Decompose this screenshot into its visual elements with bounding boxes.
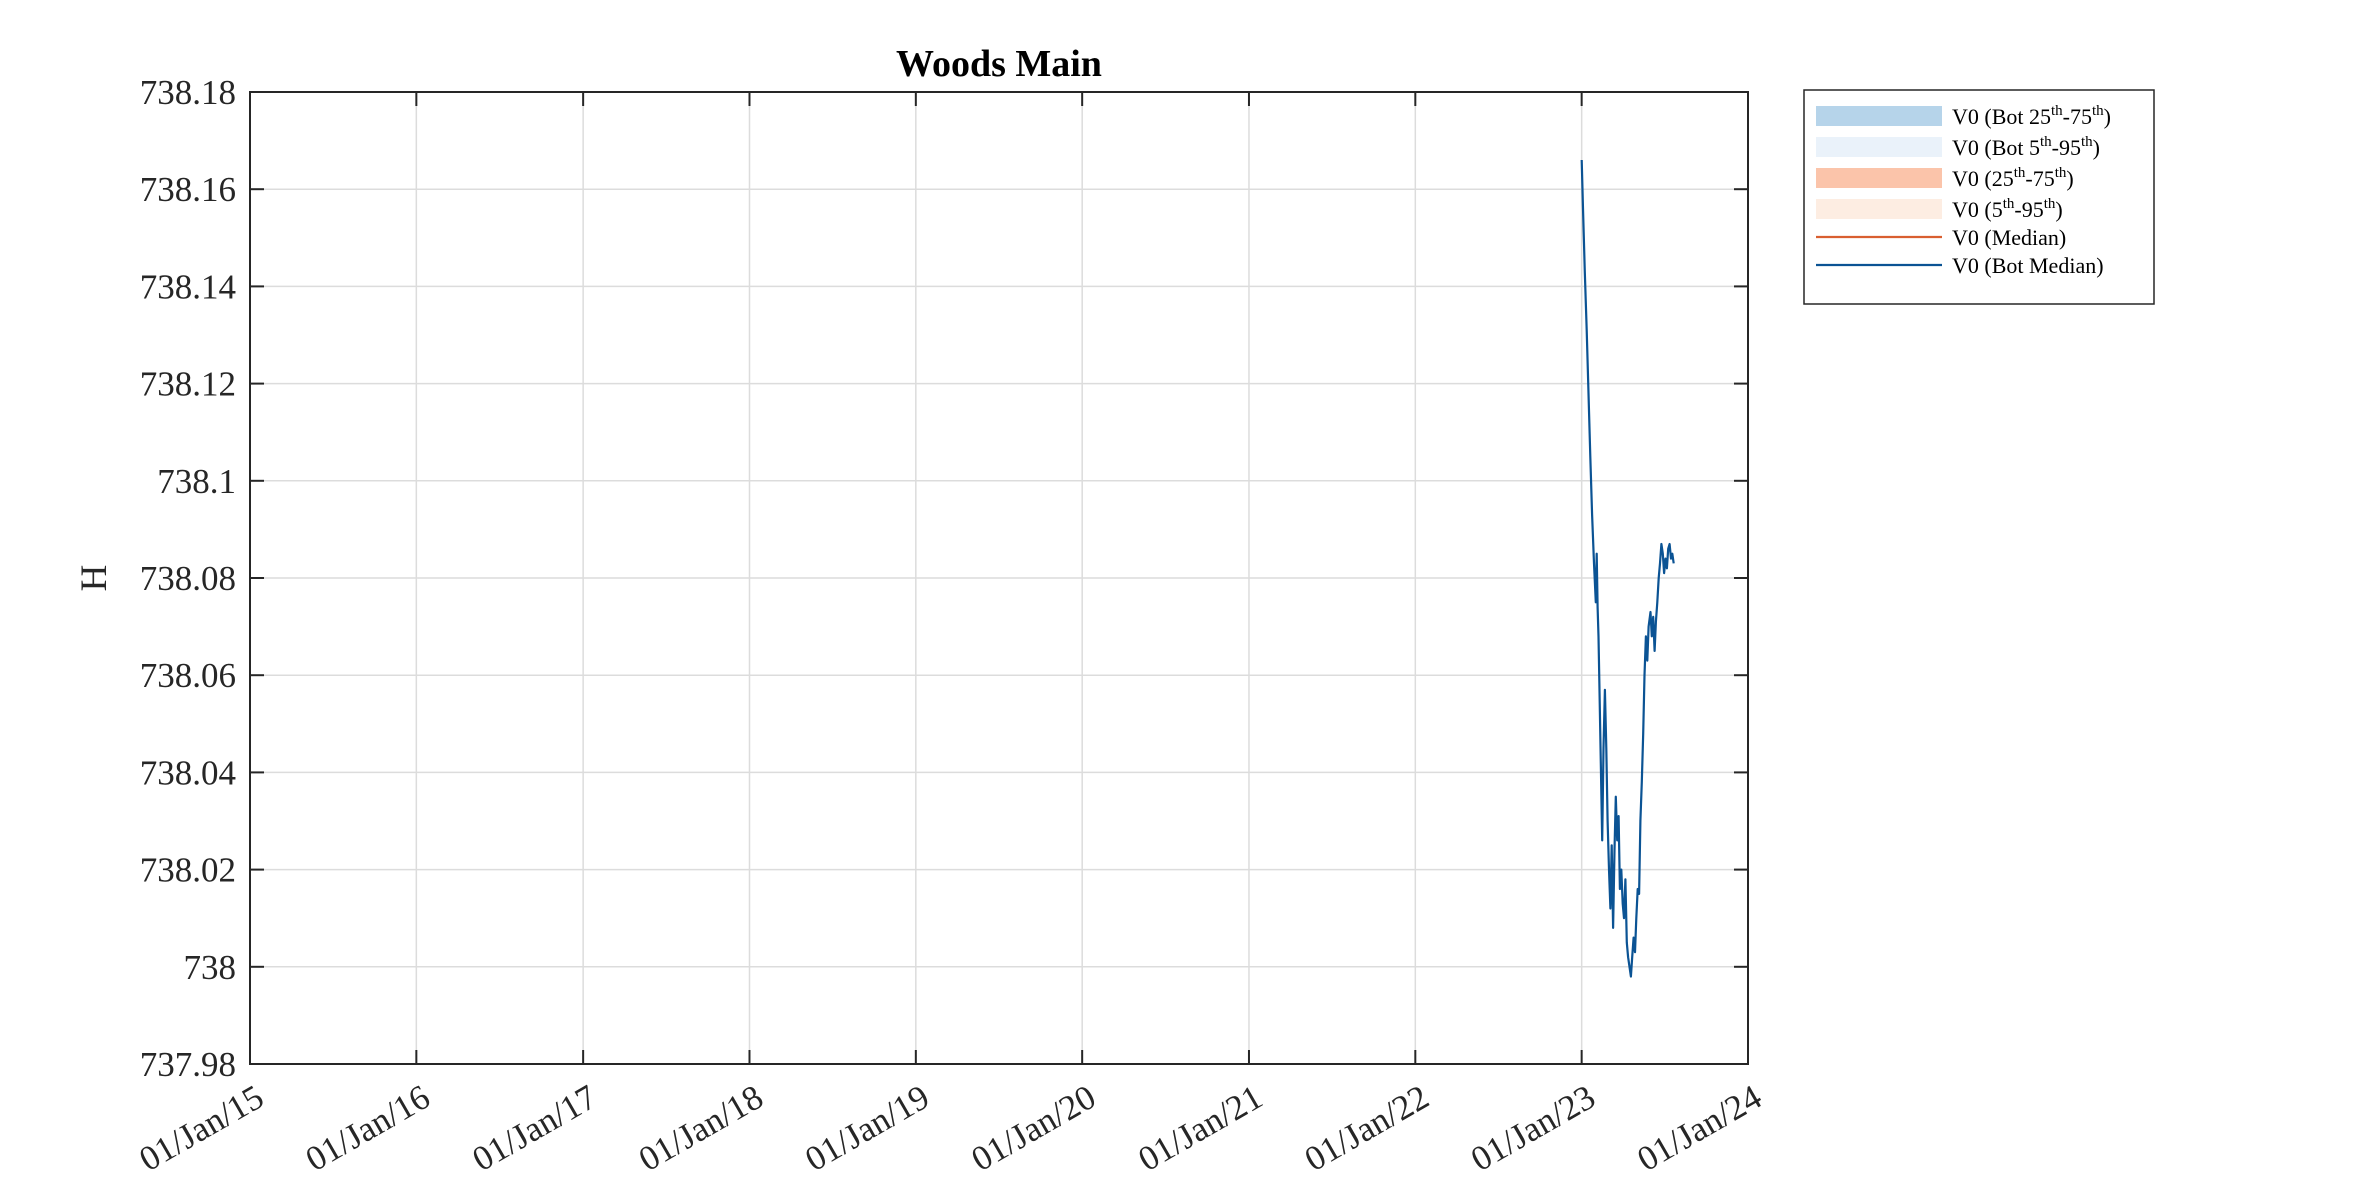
legend-item-0[interactable]: V0 (Bot 25th-75th) [1816,103,2111,129]
legend-item-1[interactable]: V0 (Bot 5th-95th) [1816,134,2100,160]
y-axis-label: H [74,565,115,592]
y-tick-label: 738.14 [140,267,236,306]
x-tick-label: 01/Jan/18 [632,1077,769,1179]
legend-item-2[interactable]: V0 (25th-75th) [1816,165,2074,191]
y-tick-label: 738.1 [157,462,236,501]
legend-swatch [1816,199,1942,219]
y-tick-label: 738.18 [140,73,236,112]
y-tick-label: 738.06 [140,656,236,695]
y-tick-label: 738.12 [140,365,236,404]
x-tick-label: 01/Jan/16 [299,1077,436,1179]
x-tick-label: 01/Jan/17 [466,1077,603,1179]
legend-swatch [1816,106,1942,126]
y-tick-label: 737.98 [140,1045,236,1084]
legend-swatch [1816,168,1942,188]
tick-marks [249,91,1749,1065]
legend-label: V0 (Bot 5th-95th) [1952,134,2100,160]
legend-label: V0 (Bot 25th-75th) [1952,103,2111,129]
legend-label: V0 (Bot Median) [1952,253,2104,278]
legend-item-4[interactable]: V0 (Median) [1816,225,2066,250]
series-layer [1580,159,1675,978]
legend-swatch [1816,137,1942,157]
x-tick-label: 01/Jan/23 [1464,1077,1601,1179]
y-tick-label: 738.04 [140,753,236,792]
x-tick-label: 01/Jan/19 [798,1077,935,1179]
y-tick-label: 738.16 [140,170,236,209]
x-tick-label: 01/Jan/15 [133,1077,270,1179]
x-tick-label: 01/Jan/21 [1132,1077,1269,1179]
legend-item-3[interactable]: V0 (5th-95th) [1816,196,2063,222]
chart-title: Woods Main [896,43,1102,85]
y-tick-label: 738 [184,948,237,987]
legend[interactable]: V0 (Bot 25th-75th) V0 (Bot 5th-95th) V0 (2… [1803,89,2155,305]
legend-label: V0 (Median) [1952,225,2066,250]
x-tick-label: 01/Jan/24 [1631,1077,1768,1179]
series-line-0 [1580,159,1675,978]
legend-label: V0 (25th-75th) [1952,165,2074,191]
x-tick-label: 01/Jan/22 [1298,1077,1435,1179]
y-tick-labels: 737.98 738 738.02 738.04 738.06 738.08 738.1 73… [140,73,236,1084]
legend-item-5[interactable]: V0 (Bot Median) [1816,253,2104,278]
grid-lines [249,91,1749,1065]
y-tick-label: 738.02 [140,851,236,890]
x-tick-label: 01/Jan/20 [965,1077,1102,1179]
y-tick-label: 738.08 [140,559,236,598]
legend-label: V0 (5th-95th) [1952,196,2063,222]
x-tick-labels: 01/Jan/15 01/Jan/16 01/Jan/17 01/Jan/18 01/J… [133,1077,1768,1179]
